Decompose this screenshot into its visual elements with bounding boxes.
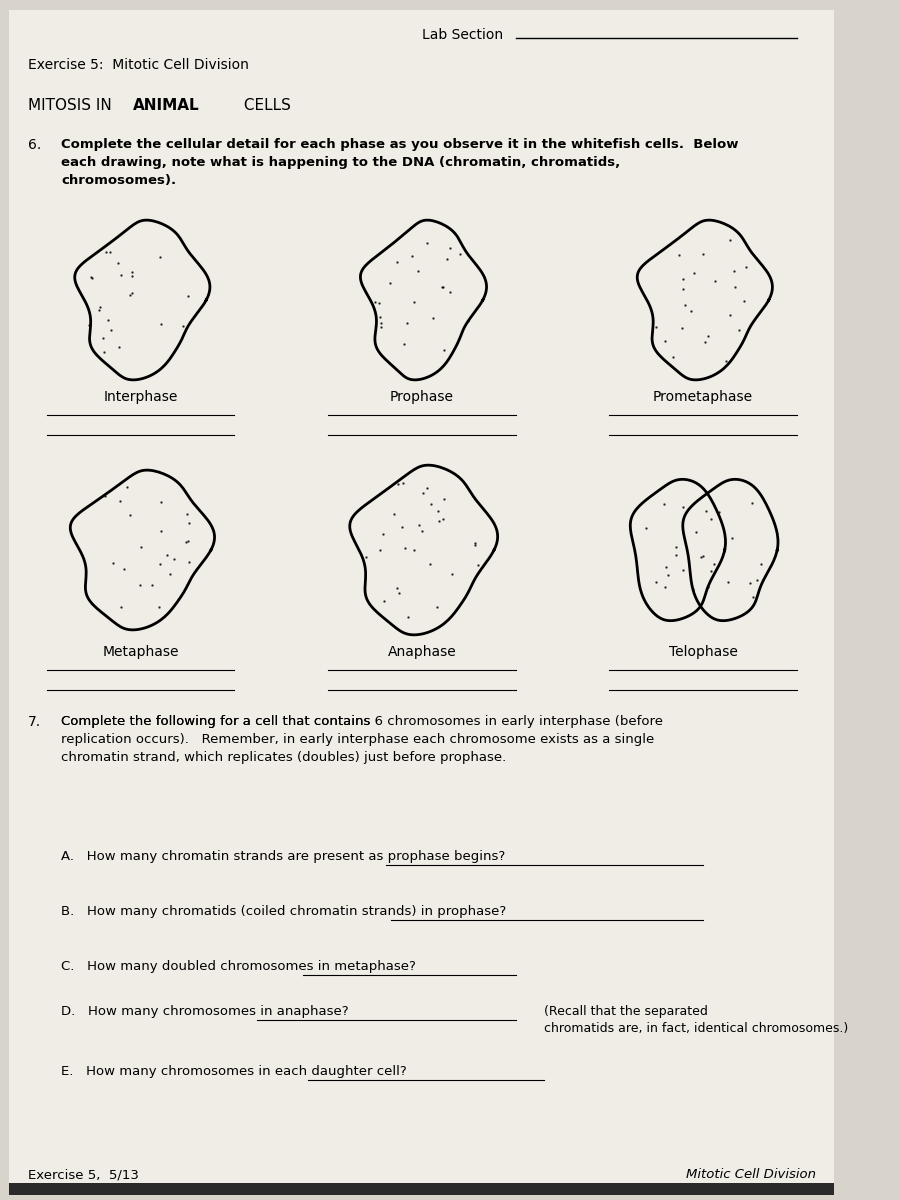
Text: C.   How many doubled chromosomes in metaphase?: C. How many doubled chromosomes in metap… — [61, 960, 416, 973]
Text: Anaphase: Anaphase — [388, 646, 456, 659]
Text: B.   How many chromatids (coiled chromatin strands) in prophase?: B. How many chromatids (coiled chromatin… — [61, 905, 506, 918]
Text: 6.: 6. — [28, 138, 41, 152]
Text: D.   How many chromosomes in anaphase?: D. How many chromosomes in anaphase? — [61, 1006, 348, 1018]
Text: 7.: 7. — [28, 715, 41, 730]
FancyBboxPatch shape — [9, 1183, 834, 1195]
Text: Prophase: Prophase — [390, 390, 454, 404]
Text: CELLS: CELLS — [239, 97, 291, 113]
Text: Prometaphase: Prometaphase — [653, 390, 753, 404]
Text: A.   How many chromatin strands are present as prophase begins?: A. How many chromatin strands are presen… — [61, 850, 505, 863]
Text: Metaphase: Metaphase — [103, 646, 179, 659]
Text: Telophase: Telophase — [669, 646, 738, 659]
Text: E.   How many chromosomes in each daughter cell?: E. How many chromosomes in each daughter… — [61, 1066, 407, 1078]
Text: Interphase: Interphase — [104, 390, 178, 404]
Text: Lab Section: Lab Section — [422, 28, 503, 42]
Text: Exercise 5:  Mitotic Cell Division: Exercise 5: Mitotic Cell Division — [28, 58, 249, 72]
FancyBboxPatch shape — [9, 10, 834, 1190]
Text: MITOSIS IN: MITOSIS IN — [28, 97, 117, 113]
Text: Exercise 5,  5/13: Exercise 5, 5/13 — [28, 1169, 139, 1182]
Text: Complete the following for a cell that contains: Complete the following for a cell that c… — [61, 715, 374, 728]
Text: (Recall that the separated
chromatids are, in fact, identical chromosomes.): (Recall that the separated chromatids ar… — [544, 1006, 848, 1034]
Text: Complete the following for a cell that contains 6 chromosomes in early interphas: Complete the following for a cell that c… — [61, 715, 663, 764]
Text: Mitotic Cell Division: Mitotic Cell Division — [686, 1169, 815, 1182]
Text: ANIMAL: ANIMAL — [133, 97, 200, 113]
Text: Complete the cellular detail for each phase as you observe it in the whitefish c: Complete the cellular detail for each ph… — [61, 138, 738, 187]
